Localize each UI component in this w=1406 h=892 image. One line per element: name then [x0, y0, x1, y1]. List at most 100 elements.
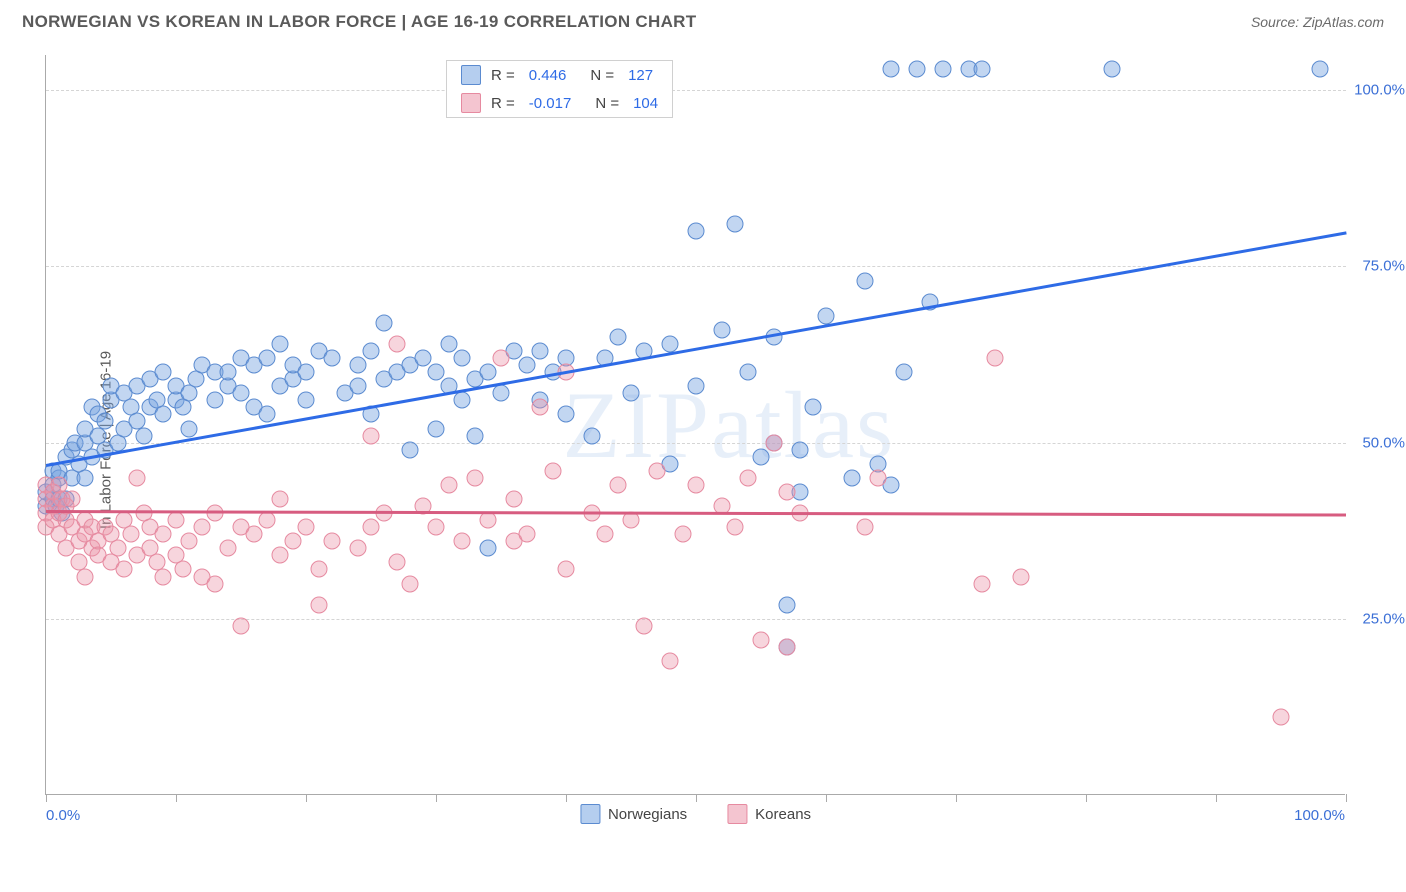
data-point — [129, 469, 146, 486]
data-point — [155, 364, 172, 381]
data-point — [974, 61, 991, 78]
data-point — [662, 653, 679, 670]
legend-n-value-norwegians: 127 — [628, 67, 653, 84]
data-point — [116, 561, 133, 578]
data-point — [96, 413, 113, 430]
legend-item-norwegians: Norwegians — [580, 804, 687, 824]
data-point — [532, 399, 549, 416]
data-point — [298, 364, 315, 381]
data-point — [688, 476, 705, 493]
source-attribution: Source: ZipAtlas.com — [1251, 14, 1384, 30]
legend-row-koreans: R = -0.017 N = 104 — [447, 89, 672, 117]
data-point — [610, 328, 627, 345]
x-tick — [306, 794, 307, 802]
x-tick — [1216, 794, 1217, 802]
x-tick — [46, 794, 47, 802]
chart-container: In Labor Force | Age 16-19 ZIPatlas R = … — [45, 55, 1385, 825]
data-point — [454, 392, 471, 409]
legend-r-value-koreans: -0.017 — [529, 95, 572, 112]
x-tick — [956, 794, 957, 802]
y-tick-label: 25.0% — [1362, 610, 1405, 627]
data-point — [272, 335, 289, 352]
plot-area: ZIPatlas R = 0.446 N = 127 R = -0.017 N … — [45, 55, 1345, 795]
data-point — [428, 364, 445, 381]
data-point — [558, 406, 575, 423]
legend-item-koreans: Koreans — [727, 804, 811, 824]
data-point — [896, 364, 913, 381]
data-point — [675, 526, 692, 543]
data-point — [610, 476, 627, 493]
data-point — [233, 385, 250, 402]
data-point — [109, 540, 126, 557]
data-point — [636, 617, 653, 634]
data-point — [545, 462, 562, 479]
legend-swatch-norwegians — [580, 804, 600, 824]
y-tick-label: 75.0% — [1362, 258, 1405, 275]
data-point — [259, 512, 276, 529]
data-point — [272, 547, 289, 564]
data-point — [844, 469, 861, 486]
data-point — [181, 533, 198, 550]
data-point — [935, 61, 952, 78]
legend-n-label: N = — [595, 95, 619, 112]
legend-r-value-norwegians: 0.446 — [529, 67, 567, 84]
x-tick — [1086, 794, 1087, 802]
x-axis-min-label: 0.0% — [46, 807, 80, 824]
data-point — [350, 378, 367, 395]
data-point — [857, 272, 874, 289]
data-point — [753, 631, 770, 648]
legend-r-label: R = — [491, 67, 515, 84]
legend-r-label: R = — [491, 95, 515, 112]
data-point — [688, 223, 705, 240]
data-point — [480, 364, 497, 381]
data-point — [311, 596, 328, 613]
y-tick-label: 100.0% — [1354, 82, 1405, 99]
data-point — [649, 462, 666, 479]
x-tick — [1346, 794, 1347, 802]
data-point — [480, 512, 497, 529]
legend-n-value-koreans: 104 — [633, 95, 658, 112]
legend-label-norwegians: Norwegians — [608, 806, 687, 823]
legend-swatch-norwegians — [461, 65, 481, 85]
data-point — [428, 519, 445, 536]
data-point — [324, 533, 341, 550]
data-point — [259, 350, 276, 367]
legend-n-label: N = — [590, 67, 614, 84]
data-point — [727, 216, 744, 233]
data-point — [207, 392, 224, 409]
data-point — [441, 335, 458, 352]
data-point — [311, 561, 328, 578]
data-point — [363, 519, 380, 536]
data-point — [532, 343, 549, 360]
data-point — [428, 420, 445, 437]
data-point — [220, 364, 237, 381]
data-point — [402, 575, 419, 592]
data-point — [467, 469, 484, 486]
x-tick — [436, 794, 437, 802]
data-point — [883, 61, 900, 78]
data-point — [376, 314, 393, 331]
data-point — [779, 639, 796, 656]
data-point — [246, 526, 263, 543]
data-point — [207, 505, 224, 522]
data-point — [805, 399, 822, 416]
legend-swatch-koreans — [461, 93, 481, 113]
data-point — [740, 469, 757, 486]
data-point — [350, 357, 367, 374]
data-point — [324, 350, 341, 367]
data-point — [298, 392, 315, 409]
data-point — [584, 427, 601, 444]
data-point — [480, 540, 497, 557]
data-point — [857, 519, 874, 536]
data-point — [441, 476, 458, 493]
chart-title: NORWEGIAN VS KOREAN IN LABOR FORCE | AGE… — [22, 12, 696, 32]
data-point — [174, 561, 191, 578]
data-point — [454, 533, 471, 550]
data-point — [350, 540, 367, 557]
data-point — [623, 385, 640, 402]
data-point — [207, 575, 224, 592]
data-point — [558, 561, 575, 578]
data-point — [688, 378, 705, 395]
data-point — [259, 406, 276, 423]
watermark: ZIPatlas — [562, 370, 895, 480]
